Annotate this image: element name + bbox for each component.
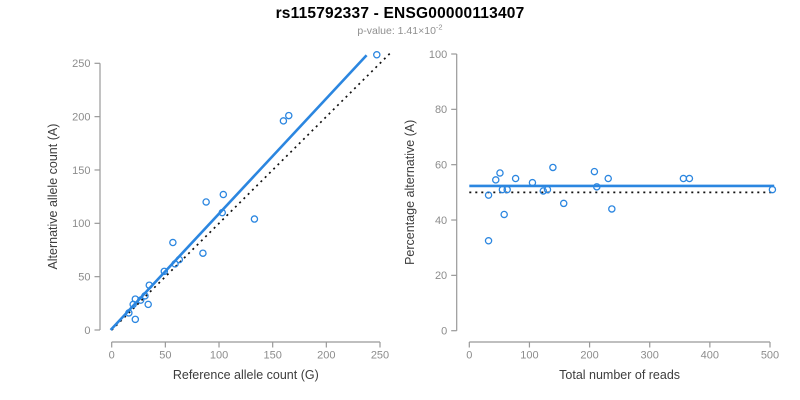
scatter-point: [604, 174, 612, 183]
scatter-point: [199, 249, 207, 257]
x-axis-title: Total number of reads: [559, 368, 680, 382]
scatter-point: [768, 185, 777, 194]
figure-title: rs115792337 - ENSG00000113407: [275, 5, 525, 22]
x-tick-label: 100: [520, 350, 538, 362]
x-tick-label: 150: [264, 350, 282, 362]
scatter-point: [141, 292, 149, 300]
scatter-point: [145, 281, 154, 289]
y-tick-label: 0: [84, 325, 90, 337]
x-tick-label: 400: [701, 350, 719, 362]
scatter-point: [500, 210, 508, 219]
scatter-point: [543, 185, 552, 194]
x-tick-label: 500: [761, 350, 779, 362]
scatter-point: [131, 315, 140, 324]
y-axis-title: Percentage alternative (A): [403, 120, 417, 265]
scatter-point: [202, 198, 210, 206]
scatter-point: [171, 260, 179, 268]
x-tick-label: 200: [317, 350, 335, 362]
y-tick-label: 0: [441, 326, 447, 338]
y-tick-label: 200: [72, 111, 90, 123]
x-tick-label: 100: [210, 350, 228, 362]
scatter-point: [498, 185, 507, 194]
x-tick-label: 200: [580, 350, 598, 362]
scatter-point: [496, 169, 504, 177]
scatter-point: [373, 51, 381, 59]
scatter-point: [492, 176, 500, 184]
scatter-point: [484, 237, 493, 245]
scatter-point: [679, 174, 688, 183]
x-tick-label: 250: [371, 350, 389, 362]
scatter-point: [685, 174, 694, 183]
scatter-point: [285, 111, 293, 120]
y-tick-label: 50: [78, 271, 90, 283]
scatter-point: [219, 190, 228, 199]
regression-line: [109, 54, 368, 331]
scatter-point: [608, 205, 616, 213]
x-tick-label: 0: [466, 350, 472, 362]
scatter-point: [590, 167, 599, 176]
scatter-point: [511, 174, 520, 183]
y-tick-label: 100: [429, 49, 447, 61]
y-tick-label: 20: [435, 270, 447, 282]
pvalue-exponent: -2: [435, 22, 443, 32]
y-tick-label: 100: [72, 218, 90, 230]
x-tick-label: 50: [159, 350, 171, 362]
scatter-point: [503, 185, 511, 194]
x-tick-label: 0: [109, 350, 115, 362]
pvalue-label: p-value:: [357, 25, 398, 37]
y-tick-label: 80: [435, 104, 447, 116]
scatter-point: [131, 295, 140, 303]
scatter-point: [279, 117, 288, 125]
scatter-point: [549, 163, 557, 172]
scatter-point: [528, 178, 537, 187]
y-tick-label: 60: [435, 159, 447, 171]
y-tick-label: 150: [72, 165, 90, 177]
y-axis-title: Alternative allele count (A): [46, 124, 60, 270]
x-tick-label: 300: [641, 350, 659, 362]
figure-subtitle: p-value: 1.41×10-2: [0, 22, 800, 37]
scatter-point: [136, 296, 145, 304]
scatter-point: [175, 255, 184, 264]
scatter-point: [559, 199, 568, 208]
left-scatter-plot: 0 50 100 150 200 250 0 50 100 150 200 250 Reference …: [46, 50, 393, 382]
scatter-point: [125, 309, 133, 317]
scatter-point: [250, 215, 259, 223]
y-tick-label: 40: [435, 215, 447, 227]
right-scatter-plot: 0 20 40 60 80 100 0 100 200 300 400 500 Total number…: [403, 49, 779, 382]
pvalue-base: 1.41×10: [397, 25, 436, 37]
scatter-point: [593, 183, 601, 191]
identity-reference-line: [111, 50, 393, 331]
scatter-point: [144, 300, 152, 309]
y-tick-label: 250: [72, 58, 90, 70]
scatter-point: [539, 187, 548, 195]
scatter-point: [169, 238, 177, 247]
scatter-point: [160, 267, 169, 276]
x-axis-title: Reference allele count (G): [173, 368, 319, 382]
scatter-point: [484, 191, 493, 199]
scatter-point: [218, 208, 226, 217]
